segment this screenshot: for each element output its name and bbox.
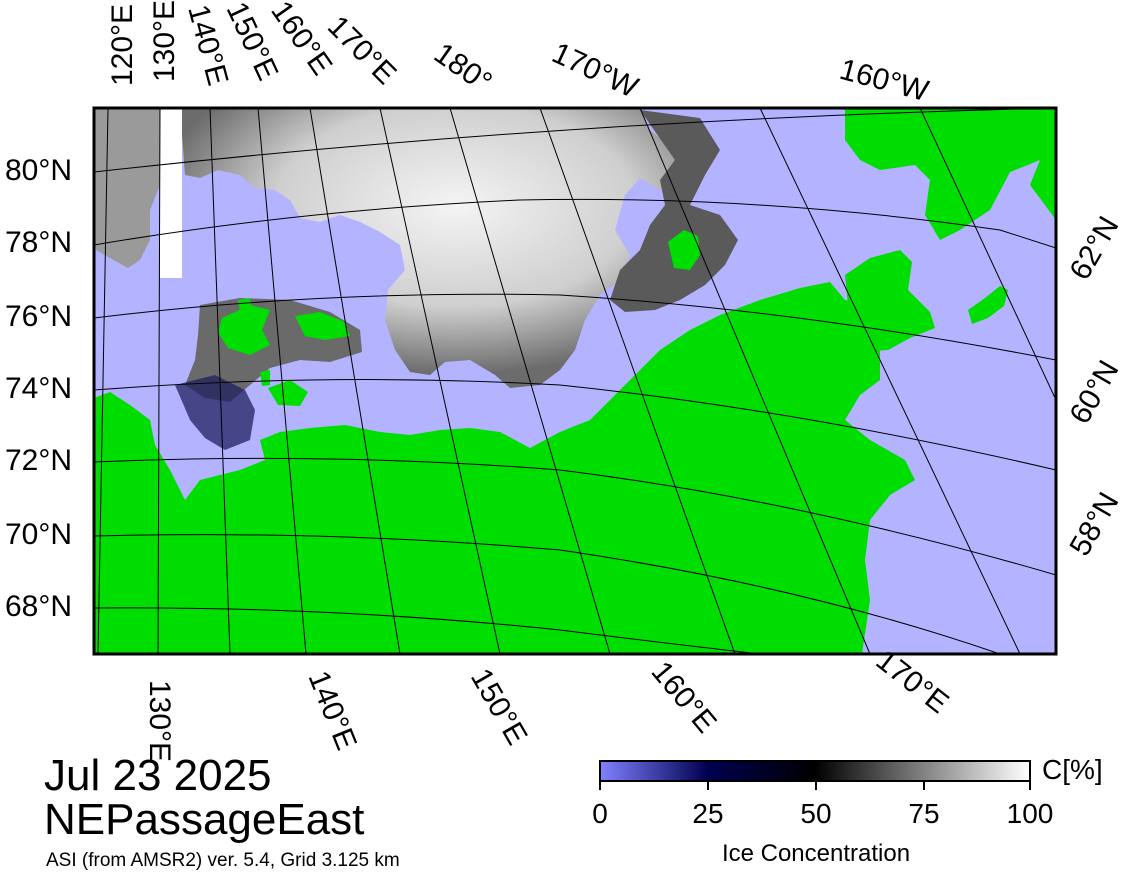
new-siberia-island (295, 312, 350, 340)
top-lon-label: 170°W (547, 36, 643, 104)
sea-ice-pack (180, 108, 680, 388)
colorbar-tick-label: 50 (800, 798, 832, 829)
left-lat-label: 76°N (5, 300, 72, 333)
bottom-lon-label: 150°E (464, 663, 534, 751)
colorbar-label: Ice Concentration (721, 840, 911, 867)
right-lat-label: 62°N (1063, 211, 1125, 286)
map-frame (92, 106, 1058, 656)
top-lon-label: 120°E (106, 4, 139, 86)
sea-ice-east-margin (610, 110, 738, 312)
colorbar-tick-label: 25 (692, 798, 724, 829)
colorbar-tickmark (599, 782, 601, 790)
colorbar-tickmark (707, 782, 709, 790)
top-lon-label: 130°E (148, 0, 181, 82)
small-island (260, 370, 270, 386)
colorbar-tickmark (1029, 782, 1031, 790)
top-lon-label: 180° (428, 37, 498, 100)
wrangel-island (668, 230, 700, 270)
left-lat-label: 74°N (5, 372, 72, 405)
colorbar-tickmark (923, 782, 925, 790)
siberia-mainland (94, 282, 915, 654)
sea-ice-low-conc (175, 375, 255, 450)
bottom-lon-label: 140°E (302, 666, 363, 754)
map-area (94, 108, 1056, 654)
colorbar-tick-label: 75 (908, 798, 940, 829)
bolshoy-lyakhovsky-island (268, 380, 308, 406)
alaska-east-coast (1020, 108, 1056, 220)
right-lat-label: 58°N (1063, 487, 1125, 562)
st-lawrence-island (968, 286, 1008, 324)
map-region-title: NEPassageEast (44, 795, 365, 844)
bottom-longitude-labels: 130°E 140°E 150°E 160°E 170°E (143, 644, 955, 763)
top-longitude-labels: 120°E 130°E 140°E 150°E 160°E 170°E 180°… (106, 0, 933, 108)
colorbar-unit: C[%] (1042, 754, 1103, 785)
left-lat-label: 80°N (5, 154, 72, 187)
left-latitude-labels: 80°N 78°N 76°N 74°N 72°N 70°N 68°N (5, 154, 72, 623)
colorbar-tick-label: 100 (1006, 798, 1054, 829)
top-lon-label: 160°W (836, 53, 932, 108)
left-lat-label: 78°N (5, 226, 72, 259)
sea-ice-upper-left (94, 108, 165, 268)
chukotka-peninsula (845, 250, 935, 352)
bottom-lon-label: 130°E (143, 680, 176, 762)
left-lat-label: 72°N (5, 444, 72, 477)
colorbar (599, 760, 1031, 782)
right-lat-label: 60°N (1063, 355, 1125, 430)
colorbar-tick-label: 0 (592, 798, 608, 829)
graticule (94, 108, 1056, 654)
top-lon-label: 170°E (321, 10, 402, 91)
colorbar-tickmark (815, 782, 817, 790)
small-island (238, 298, 252, 312)
left-lat-label: 68°N (5, 590, 72, 623)
source-note: ASI (from AMSR2) ver. 5.4, Grid 3.125 km (46, 850, 400, 871)
kotelny-island (218, 305, 270, 355)
bottom-lon-label: 160°E (645, 655, 723, 739)
data-gap (160, 108, 182, 278)
right-latitude-labels: 62°N 60°N 58°N (1063, 211, 1125, 562)
map-date-title: Jul 23 2025 (44, 751, 272, 800)
left-lat-label: 70°N (5, 518, 72, 551)
